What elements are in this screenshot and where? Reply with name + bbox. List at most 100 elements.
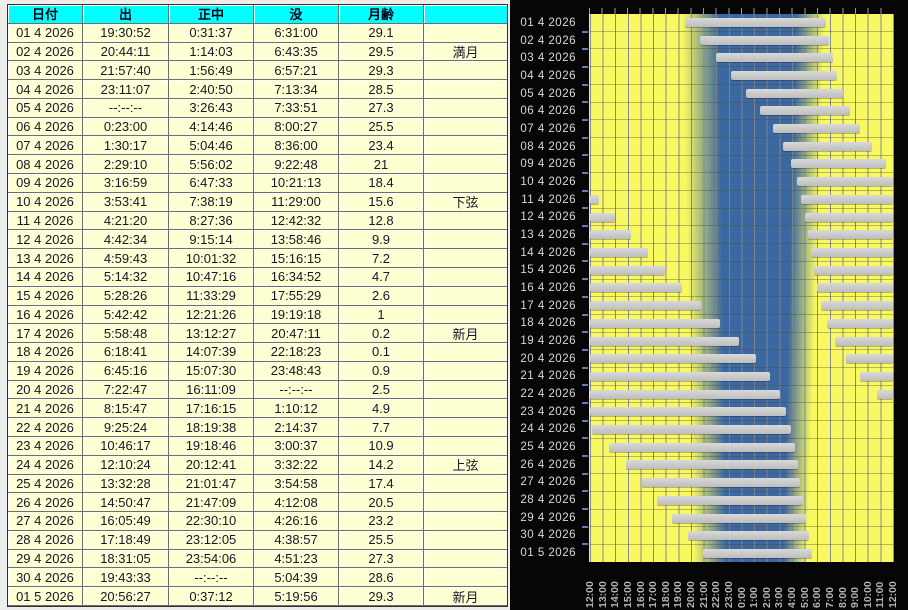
moon-visibility-bar bbox=[590, 212, 615, 222]
cell-phase bbox=[424, 361, 507, 381]
moon-visibility-bar bbox=[810, 247, 893, 257]
moon-visibility-bar bbox=[700, 35, 830, 45]
moon-visibility-bar bbox=[804, 212, 893, 222]
chart-row bbox=[590, 332, 893, 351]
cell-set: 3:32:22 bbox=[254, 455, 339, 475]
header-cell-set: 没 bbox=[254, 5, 339, 24]
cell-set: 7:33:51 bbox=[254, 98, 339, 118]
time-axis-label: 6:00 bbox=[811, 586, 824, 608]
cell-phase bbox=[424, 305, 507, 325]
moon-visibility-bar bbox=[821, 301, 893, 311]
time-axis-label: 9:00 bbox=[849, 586, 862, 608]
moon-visibility-bar bbox=[746, 88, 843, 98]
moon-visibility-bar bbox=[672, 513, 806, 523]
time-axis-label: 15:00 bbox=[621, 581, 634, 608]
row-tick bbox=[582, 366, 588, 369]
row-tick bbox=[582, 101, 588, 104]
cell-phase bbox=[424, 267, 507, 287]
cell-rise: --:--:-- bbox=[83, 98, 169, 118]
moon-visibility-bar bbox=[702, 548, 812, 558]
cell-age: 15.6 bbox=[339, 192, 424, 212]
row-tick bbox=[582, 295, 588, 298]
chart-date-label: 21 4 2026 bbox=[520, 370, 576, 383]
cell-date: 20 4 2026 bbox=[8, 380, 83, 400]
cell-date: 11 4 2026 bbox=[8, 211, 83, 231]
time-axis-label: 12:00 bbox=[584, 581, 596, 608]
cell-age: 9.9 bbox=[339, 230, 424, 250]
cell-transit: 1:56:49 bbox=[169, 61, 254, 81]
time-axis-label: 10:00 bbox=[861, 581, 874, 608]
row-tick bbox=[582, 207, 588, 210]
chart-date-label: 05 4 2026 bbox=[520, 87, 576, 100]
cell-transit: 23:12:05 bbox=[169, 530, 254, 550]
row-tick bbox=[582, 348, 588, 351]
cell-set: 6:43:35 bbox=[254, 42, 339, 62]
moon-visibility-bar bbox=[796, 177, 893, 187]
cell-phase bbox=[424, 230, 507, 250]
cell-age: 7.7 bbox=[339, 418, 424, 437]
cell-age: 7.2 bbox=[339, 249, 424, 268]
cell-date: 26 4 2026 bbox=[8, 493, 83, 513]
chart-row bbox=[590, 226, 893, 245]
cell-date: 09 4 2026 bbox=[8, 174, 83, 193]
cell-phase: 下弦 bbox=[424, 192, 507, 212]
cell-set: 11:29:00 bbox=[254, 192, 339, 212]
chart-row bbox=[590, 527, 893, 546]
cell-age: 0.2 bbox=[339, 324, 424, 344]
row-tick bbox=[582, 48, 588, 51]
cell-set: 22:18:23 bbox=[254, 343, 339, 362]
moon-visibility-bar bbox=[845, 354, 893, 364]
cell-set: 10:21:13 bbox=[254, 174, 339, 193]
chart-date-label: 24 4 2026 bbox=[520, 423, 576, 436]
time-axis-label: 18:00 bbox=[659, 581, 672, 608]
cell-date: 14 4 2026 bbox=[8, 267, 83, 287]
chart-date-label: 08 4 2026 bbox=[520, 140, 576, 153]
chart-date-label: 16 4 2026 bbox=[520, 282, 576, 294]
cell-phase bbox=[424, 80, 507, 99]
cell-transit: 11:33:29 bbox=[169, 286, 254, 306]
cell-date: 21 4 2026 bbox=[8, 399, 83, 419]
time-axis-label: 14:00 bbox=[609, 581, 622, 608]
time-axis-label: 23:00 bbox=[722, 581, 735, 608]
moon-visibility-bar bbox=[687, 531, 809, 541]
cell-transit: 0:31:37 bbox=[169, 23, 254, 43]
cell-date: 16 4 2026 bbox=[8, 305, 83, 325]
cell-set: 16:34:52 bbox=[254, 267, 339, 287]
cell-phase bbox=[424, 530, 507, 550]
cell-age: 28.6 bbox=[339, 568, 424, 588]
moon-visibility-bar bbox=[590, 318, 721, 328]
cell-age: 12.8 bbox=[339, 211, 424, 231]
cell-set: 4:38:57 bbox=[254, 530, 339, 550]
moon-visibility-bar bbox=[590, 265, 665, 275]
chart-row bbox=[590, 421, 893, 439]
chart-date-label: 22 4 2026 bbox=[520, 388, 576, 401]
cell-date: 23 4 2026 bbox=[8, 436, 83, 456]
cell-date: 29 4 2026 bbox=[8, 549, 83, 569]
moon-visibility-bar bbox=[590, 247, 648, 257]
chart-plot-area bbox=[589, 14, 894, 562]
cell-date: 12 4 2026 bbox=[8, 230, 83, 250]
cell-age: 25.5 bbox=[339, 117, 424, 137]
cell-phase bbox=[424, 286, 507, 306]
cell-set: 3:54:58 bbox=[254, 474, 339, 494]
moon-visibility-bar bbox=[590, 407, 787, 417]
cell-rise: 2:29:10 bbox=[83, 155, 169, 175]
cell-date: 30 4 2026 bbox=[8, 568, 83, 588]
chart-row bbox=[590, 67, 893, 85]
moon-visibility-bar bbox=[860, 371, 893, 381]
cell-rise: 20:44:11 bbox=[83, 42, 169, 62]
chart-row bbox=[590, 244, 893, 262]
cell-transit: 18:19:38 bbox=[169, 418, 254, 437]
cell-set: 17:55:29 bbox=[254, 286, 339, 306]
moon-visibility-bar bbox=[590, 230, 632, 240]
cell-transit: 2:40:50 bbox=[169, 80, 254, 99]
cell-transit: 22:30:10 bbox=[169, 512, 254, 531]
moon-visibility-bar bbox=[760, 106, 851, 116]
cell-phase bbox=[424, 493, 507, 513]
chart-date-label: 15 4 2026 bbox=[520, 264, 576, 277]
cell-age: 4.7 bbox=[339, 267, 424, 287]
row-tick bbox=[582, 490, 588, 493]
cell-phase bbox=[424, 136, 507, 156]
cell-date: 08 4 2026 bbox=[8, 155, 83, 175]
cell-date: 05 4 2026 bbox=[8, 98, 83, 118]
